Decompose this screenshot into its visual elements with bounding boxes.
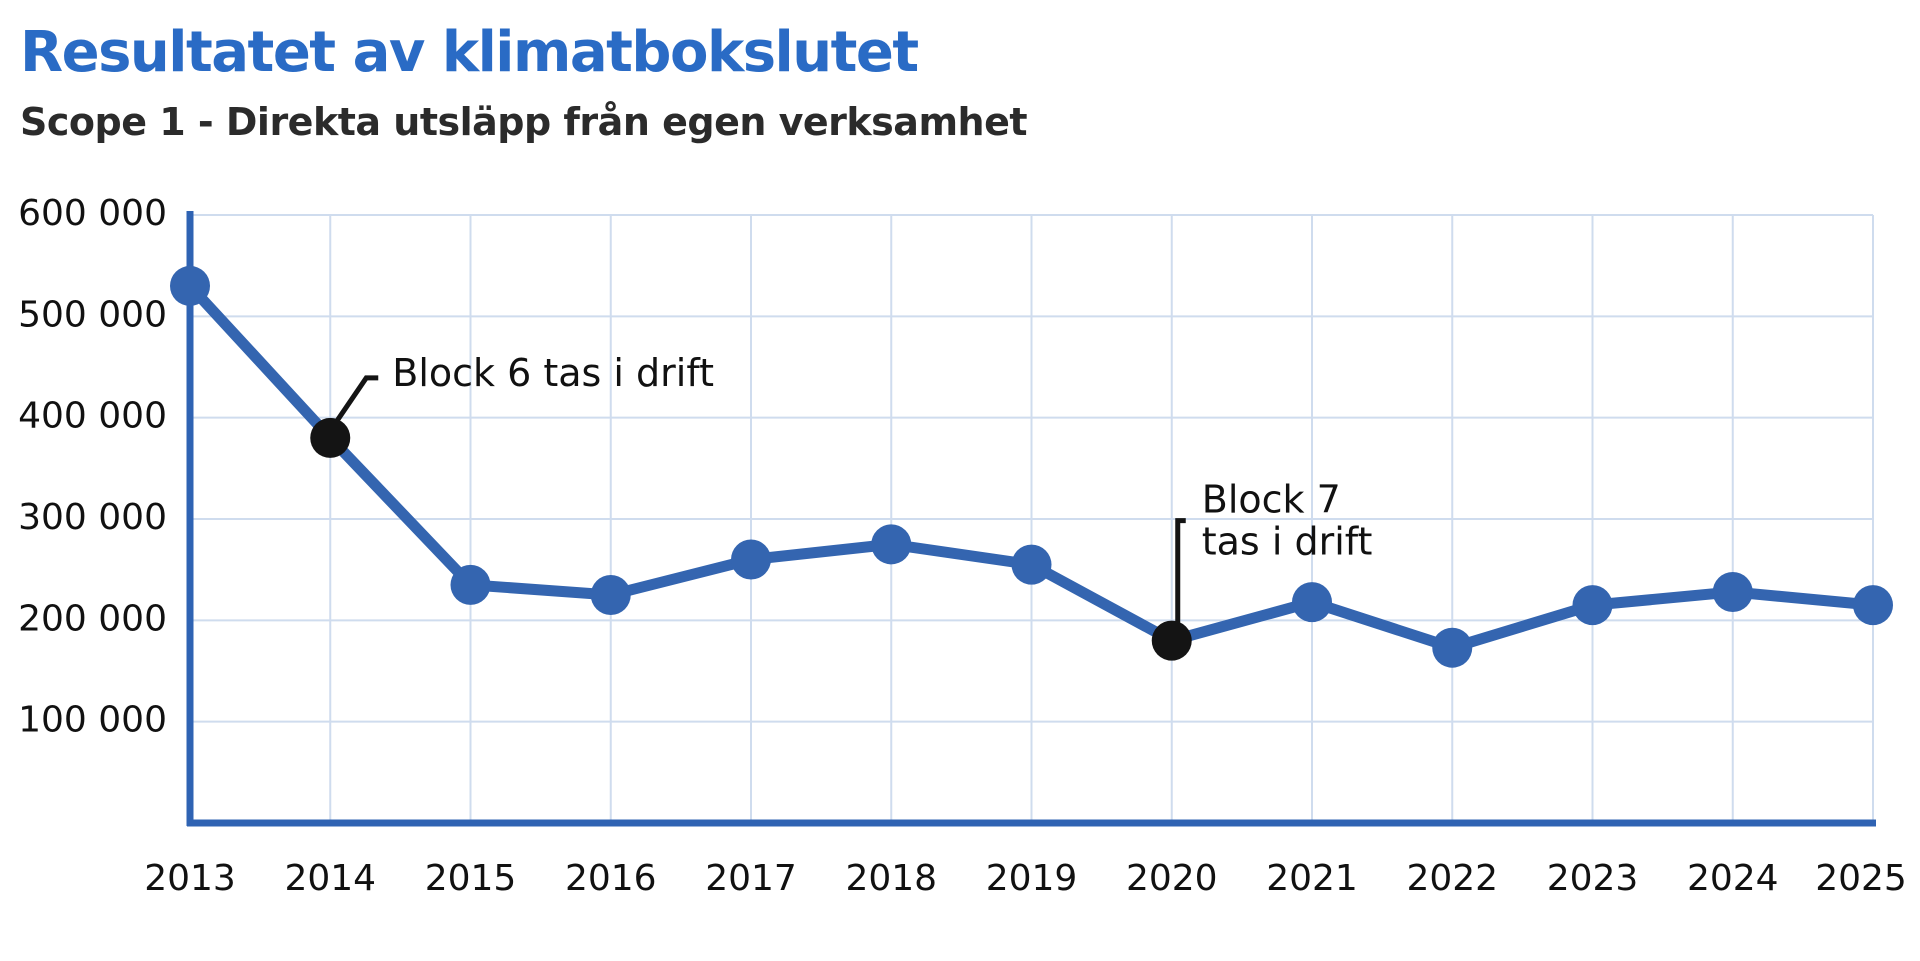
- x-tick-label: 2021: [1266, 858, 1358, 899]
- x-tick-label: 2018: [845, 858, 937, 899]
- x-tick-label: 2025: [1815, 858, 1907, 899]
- y-tick-label: 400 000: [18, 396, 167, 437]
- x-tick-label: 2014: [284, 858, 376, 899]
- gridlines: [190, 214, 1874, 823]
- x-tick-label: 2015: [425, 858, 517, 899]
- y-tick-label: 300 000: [18, 497, 167, 538]
- highlight-point: [310, 417, 351, 458]
- y-tick-label: 100 000: [18, 700, 167, 741]
- y-axis-ticks: 100 000 200 000 300 000 400 000 500 000 600 0…: [18, 193, 167, 741]
- data-point: [1853, 585, 1893, 626]
- annotation-label: Block 7: [1202, 478, 1341, 522]
- data-point: [1712, 571, 1753, 612]
- series-group: [170, 265, 1893, 668]
- x-tick-label: 2020: [1126, 858, 1218, 899]
- annotation-label: tas i drift: [1202, 520, 1373, 564]
- x-tick-label: 2023: [1547, 858, 1639, 899]
- data-point: [731, 539, 771, 580]
- data-point: [1572, 585, 1613, 626]
- annotation-leader: [334, 375, 379, 424]
- y-tick-label: 200 000: [18, 598, 167, 639]
- chart-title: Resultatet av klimatbokslutet: [20, 20, 919, 85]
- highlight-point: [1151, 620, 1192, 661]
- axes: [186, 211, 1876, 827]
- x-tick-label: 2017: [705, 858, 797, 899]
- chart-subtitle: Scope 1 - Direkta utsläpp från egen verk…: [20, 100, 1028, 144]
- annotation-label: Block 6 tas i drift: [392, 351, 714, 395]
- x-tick-label: 2016: [565, 858, 657, 899]
- data-point: [170, 265, 210, 306]
- x-tick-label: 2019: [986, 858, 1078, 899]
- y-tick-label: 500 000: [18, 294, 167, 335]
- annotation-leader: [1175, 518, 1186, 623]
- data-point: [1292, 582, 1332, 623]
- y-tick-label: 600 000: [18, 193, 167, 234]
- x-tick-label: 2022: [1406, 858, 1498, 899]
- x-tick-label: 2024: [1687, 858, 1779, 899]
- data-point: [590, 575, 631, 615]
- data-point: [1432, 627, 1473, 668]
- x-tick-label: 2013: [144, 858, 236, 899]
- data-point: [1011, 544, 1052, 585]
- data-point: [450, 564, 491, 605]
- data-point: [871, 524, 912, 565]
- x-axis-ticks: 2013 2014 2015 2016 2017 2018 2019 2020 2021 2022…: [144, 858, 1907, 899]
